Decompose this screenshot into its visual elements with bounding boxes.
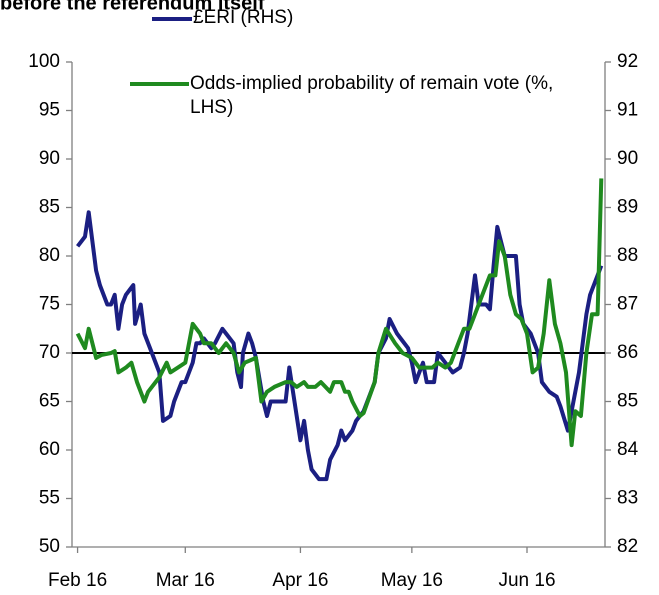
- x-tick-label: Feb 16: [48, 570, 107, 591]
- y2-tick-label: 90: [617, 148, 638, 169]
- series-line: [76, 210, 604, 482]
- x-tick-label: Apr 16: [272, 570, 328, 591]
- y2-tick-label: 84: [617, 439, 639, 460]
- y-tick-label: 65: [39, 391, 60, 412]
- legend-label: Odds-implied probability of remain vote …: [190, 73, 554, 118]
- y2-tick-label: 82: [617, 536, 638, 557]
- y-tick-label: 60: [39, 439, 60, 460]
- x-tick-label: Mar 16: [156, 570, 215, 591]
- y-tick-label: 75: [39, 294, 60, 315]
- y2-tick-label: 83: [617, 488, 638, 509]
- series-line: [75, 178, 604, 448]
- y-tick-label: 90: [39, 148, 60, 169]
- y-tick-label: 85: [39, 197, 60, 218]
- y2-tick-label: 86: [617, 342, 638, 363]
- y2-tick-label: 89: [617, 197, 638, 218]
- y-tick-label: 80: [39, 245, 60, 266]
- chart-title: before the referendum itself: [0, 0, 265, 14]
- y-tick-label: 70: [39, 342, 60, 363]
- y2-tick-label: 88: [617, 245, 638, 266]
- y-tick-label: 100: [28, 51, 60, 72]
- x-tick-label: Jun 16: [498, 570, 555, 591]
- y2-tick-label: 91: [617, 100, 638, 121]
- y2-tick-label: 85: [617, 391, 638, 412]
- y-tick-label: 50: [39, 536, 60, 557]
- x-tick-label: May 16: [381, 570, 443, 591]
- legend-label: £ERI (RHS): [193, 7, 294, 28]
- y-tick-label: 95: [39, 100, 60, 121]
- y2-tick-label: 92: [617, 51, 638, 72]
- y-tick-label: 55: [39, 488, 60, 509]
- y2-tick-label: 87: [617, 294, 638, 315]
